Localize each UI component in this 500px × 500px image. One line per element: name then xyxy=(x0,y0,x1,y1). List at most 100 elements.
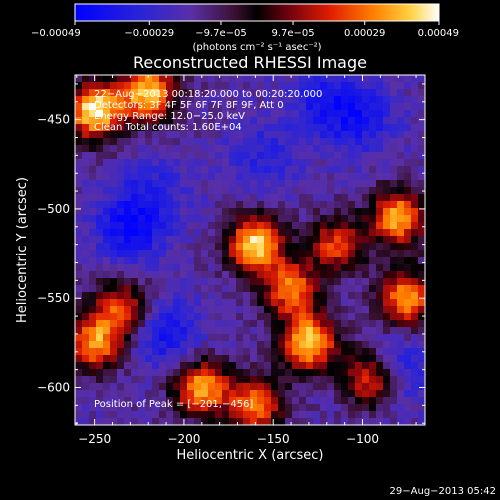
heatmap-cell xyxy=(222,348,230,356)
heatmap-cell xyxy=(82,117,90,125)
heatmap-cell xyxy=(243,110,251,118)
heatmap-cell xyxy=(75,418,83,425)
heatmap-cell xyxy=(208,390,216,398)
heatmap-cell xyxy=(299,103,307,111)
heatmap-cell xyxy=(271,264,279,272)
heatmap-cell xyxy=(110,145,118,153)
heatmap-cell xyxy=(236,215,244,223)
heatmap-cell xyxy=(138,341,146,349)
heatmap-cell xyxy=(110,138,118,146)
heatmap-cell xyxy=(390,229,398,237)
heatmap-cell xyxy=(208,243,216,251)
heatmap-cell xyxy=(201,103,209,111)
heatmap-cell xyxy=(383,103,391,111)
heatmap-cell xyxy=(236,166,244,174)
heatmap-cell xyxy=(313,75,321,83)
heatmap-cell xyxy=(390,173,398,181)
heatmap-cell xyxy=(362,313,370,321)
heatmap-cell xyxy=(96,292,104,300)
heatmap-cell xyxy=(313,222,321,230)
heatmap-cell xyxy=(124,362,132,370)
heatmap-cell xyxy=(201,299,209,307)
heatmap-cell xyxy=(376,243,384,251)
heatmap-cell xyxy=(355,397,363,405)
heatmap-cell xyxy=(278,411,286,419)
heatmap-cell xyxy=(257,124,265,132)
heatmap-cell xyxy=(383,411,391,419)
heatmap-cell xyxy=(131,117,139,125)
heatmap-cell xyxy=(117,250,125,258)
heatmap-cell xyxy=(404,299,412,307)
heatmap-cell xyxy=(306,180,314,188)
heatmap-cell xyxy=(159,75,167,83)
heatmap-cell xyxy=(229,292,237,300)
heatmap-cell xyxy=(103,334,111,342)
heatmap-cell xyxy=(222,383,230,391)
heatmap-cell xyxy=(404,264,412,272)
heatmap-cell xyxy=(75,376,83,384)
heatmap-cell xyxy=(103,96,111,104)
heatmap-cell xyxy=(124,320,132,328)
heatmap-cell xyxy=(390,180,398,188)
heatmap-cell xyxy=(243,376,251,384)
heatmap-cell xyxy=(334,215,342,223)
heatmap-cell xyxy=(257,194,265,202)
heatmap-cell xyxy=(166,285,174,293)
heatmap-cell xyxy=(89,348,97,356)
heatmap-cell xyxy=(201,96,209,104)
heatmap-cell xyxy=(285,348,293,356)
heatmap-cell xyxy=(264,341,272,349)
heatmap-cell xyxy=(82,292,90,300)
heatmap-cell xyxy=(110,110,118,118)
heatmap-cell xyxy=(390,222,398,230)
heatmap-cell xyxy=(103,418,111,425)
heatmap-cell xyxy=(355,166,363,174)
heatmap-cell xyxy=(250,131,258,139)
heatmap-cell xyxy=(334,110,342,118)
heatmap-cell xyxy=(376,341,384,349)
heatmap-cell xyxy=(404,383,412,391)
heatmap-cell xyxy=(292,376,300,384)
heatmap-cell xyxy=(313,341,321,349)
heatmap-cell xyxy=(348,180,356,188)
heatmap-cell xyxy=(131,257,139,265)
heatmap-cell xyxy=(404,96,412,104)
heatmap-cell xyxy=(145,75,153,83)
heatmap-cell xyxy=(278,215,286,223)
heatmap-cell xyxy=(271,89,279,97)
heatmap-cell xyxy=(278,404,286,412)
heatmap-cell xyxy=(313,166,321,174)
heatmap-cell xyxy=(131,96,139,104)
heatmap-cell xyxy=(355,292,363,300)
heatmap-cell xyxy=(89,201,97,209)
heatmap-cell xyxy=(215,103,223,111)
heatmap-cell xyxy=(215,117,223,125)
heatmap-cell xyxy=(411,264,419,272)
heatmap-cell xyxy=(278,194,286,202)
heatmap-cell xyxy=(152,355,160,363)
heatmap-cell xyxy=(299,201,307,209)
heatmap-cell xyxy=(82,82,90,90)
heatmap-cell xyxy=(257,271,265,279)
heatmap-cell xyxy=(299,208,307,216)
heatmap-cell xyxy=(124,369,132,377)
heatmap-cell xyxy=(173,131,181,139)
heatmap-cell xyxy=(201,376,209,384)
heatmap-cell xyxy=(124,264,132,272)
heatmap-cell xyxy=(362,285,370,293)
heatmap-cell xyxy=(187,103,195,111)
heatmap-cell xyxy=(362,222,370,230)
heatmap-cell xyxy=(159,411,167,419)
heatmap-cell xyxy=(229,222,237,230)
heatmap-cell xyxy=(103,138,111,146)
heatmap-cell xyxy=(222,271,230,279)
heatmap-cell xyxy=(278,250,286,258)
heatmap-cell xyxy=(89,103,97,111)
heatmap-cell xyxy=(173,89,181,97)
heatmap-cell xyxy=(299,131,307,139)
heatmap-cell xyxy=(355,215,363,223)
heatmap-cell xyxy=(145,327,153,335)
heatmap-cell xyxy=(89,341,97,349)
heatmap-cell xyxy=(110,124,118,132)
heatmap-cell xyxy=(320,194,328,202)
